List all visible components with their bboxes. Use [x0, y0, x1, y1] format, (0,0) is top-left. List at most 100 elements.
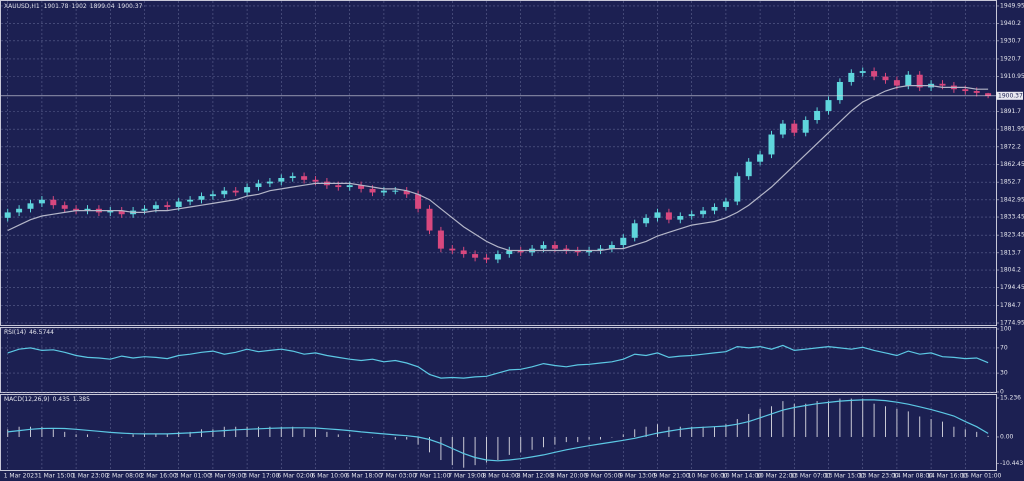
macd-bar	[497, 436, 499, 461]
x-tick-label: 9 Mar 13:00	[619, 473, 655, 480]
candle-body	[209, 194, 216, 197]
macd-bar	[987, 435, 989, 437]
x-tick-label: 6 Mar 18:00	[346, 473, 382, 480]
macd-bar	[839, 398, 841, 437]
y-tick-label: 1881.95	[1000, 126, 1024, 133]
candle-body	[4, 212, 11, 218]
candle-body	[403, 190, 410, 195]
candle-body	[437, 230, 444, 249]
x-tick-label: 6 Mar 10:00	[312, 473, 348, 480]
candle-body	[791, 123, 798, 133]
macd-bar	[873, 403, 875, 437]
macd-bar	[793, 403, 795, 437]
candle-body	[61, 205, 68, 209]
macd-bar	[668, 426, 670, 437]
macd-bar	[394, 436, 396, 440]
macd-bar	[885, 406, 886, 437]
macd-bar	[406, 436, 408, 440]
candle-body	[266, 181, 273, 184]
macd-bar	[189, 431, 191, 437]
candle-body	[882, 76, 889, 81]
candle-body	[152, 205, 159, 209]
candle-body	[221, 190, 228, 195]
candle-body	[688, 214, 695, 217]
x-tick-label: 1 Mar 15:00	[38, 473, 74, 480]
x-tick-label: 7 Mar 03:00	[380, 473, 416, 480]
y-tick-label: 70	[1000, 344, 1008, 351]
y-tick-label: 1804.2	[1000, 267, 1021, 274]
macd-bar	[748, 413, 750, 437]
y-tick-label: 1833.45	[1000, 214, 1024, 221]
macd-bar	[417, 436, 419, 445]
high-value: 1902	[71, 3, 86, 10]
candle-body	[722, 201, 729, 207]
candle-body	[665, 212, 672, 220]
rsi-line	[7, 344, 989, 379]
candle-body	[643, 217, 650, 224]
macd-bar	[565, 436, 567, 443]
x-tick-label: 15 Mar 01:00	[961, 473, 1001, 480]
signal-value: 1.385	[73, 396, 90, 403]
macd-bar	[554, 436, 556, 445]
candle-body	[415, 194, 422, 209]
candle-body	[802, 120, 809, 133]
macd-bar	[18, 426, 20, 437]
candle-body	[586, 250, 593, 253]
x-tick-label: 1 Mar 23:00	[72, 473, 108, 480]
x-tick-label: 6 Mar 02:00	[277, 473, 313, 480]
macd-bar	[919, 416, 921, 437]
macd-panel	[0, 394, 997, 471]
candle-body	[654, 212, 661, 218]
candle-body	[244, 187, 251, 193]
candle-body	[449, 248, 456, 251]
candle-body	[506, 250, 513, 255]
current-price-box	[996, 91, 1023, 100]
candle-body	[962, 89, 969, 92]
candle-body	[175, 201, 182, 207]
rsi-header: RSI(14) 46.5744	[4, 329, 54, 336]
main-panel	[0, 0, 997, 326]
x-tick-label: 7 Mar 11:00	[414, 473, 450, 480]
x-tick-label: 8 Mar 04:00	[483, 473, 519, 480]
candle-body	[916, 74, 923, 88]
macd-bar	[736, 419, 738, 437]
macd-value: 0.435	[53, 396, 70, 403]
macd-bar	[315, 429, 316, 437]
macd-bar	[87, 434, 88, 437]
candle-body	[494, 254, 501, 260]
x-tick-label: 9 Mar 05:00	[585, 473, 621, 480]
x-tick-label: 3 Mar 01:00	[175, 473, 211, 480]
candle-body	[848, 72, 855, 82]
macd-bar	[52, 429, 54, 437]
x-tick-label: 13 Mar 15:00	[825, 473, 865, 480]
macd-bar	[326, 431, 328, 437]
y-tick-label: 1930.7	[1000, 37, 1021, 44]
candle-body	[392, 190, 399, 192]
macd-bar	[280, 426, 282, 437]
y-tick-label: -10.443	[1000, 460, 1023, 467]
macd-bar	[896, 408, 898, 437]
macd-bar	[98, 436, 100, 438]
macd-header: MACD(12,26,9) 0.435 1.385	[4, 396, 90, 403]
candle-body	[255, 183, 262, 188]
macd-bar	[611, 436, 613, 438]
y-tick-label: 1949.95	[1000, 2, 1024, 9]
y-tick-label: 1940.2	[1000, 20, 1021, 27]
candle-body	[38, 199, 45, 204]
candle-body	[745, 161, 752, 177]
y-tick-label: 1872.2	[1000, 143, 1021, 150]
y-tick-label: 15.236	[1000, 394, 1021, 401]
macd-bar	[30, 426, 31, 437]
candle-body	[483, 257, 490, 260]
macd-bar	[235, 426, 237, 437]
candle-body	[973, 91, 980, 93]
candle-body	[460, 250, 467, 255]
candle-body	[472, 254, 479, 258]
macd-bar	[269, 426, 271, 437]
candle-body	[779, 123, 786, 135]
macd-bar	[725, 424, 727, 437]
candle-body	[939, 83, 946, 86]
candle-body	[734, 176, 741, 202]
x-tick-label: 7 Mar 19:00	[448, 473, 484, 480]
current-price-label: 1900.37	[998, 92, 1023, 99]
